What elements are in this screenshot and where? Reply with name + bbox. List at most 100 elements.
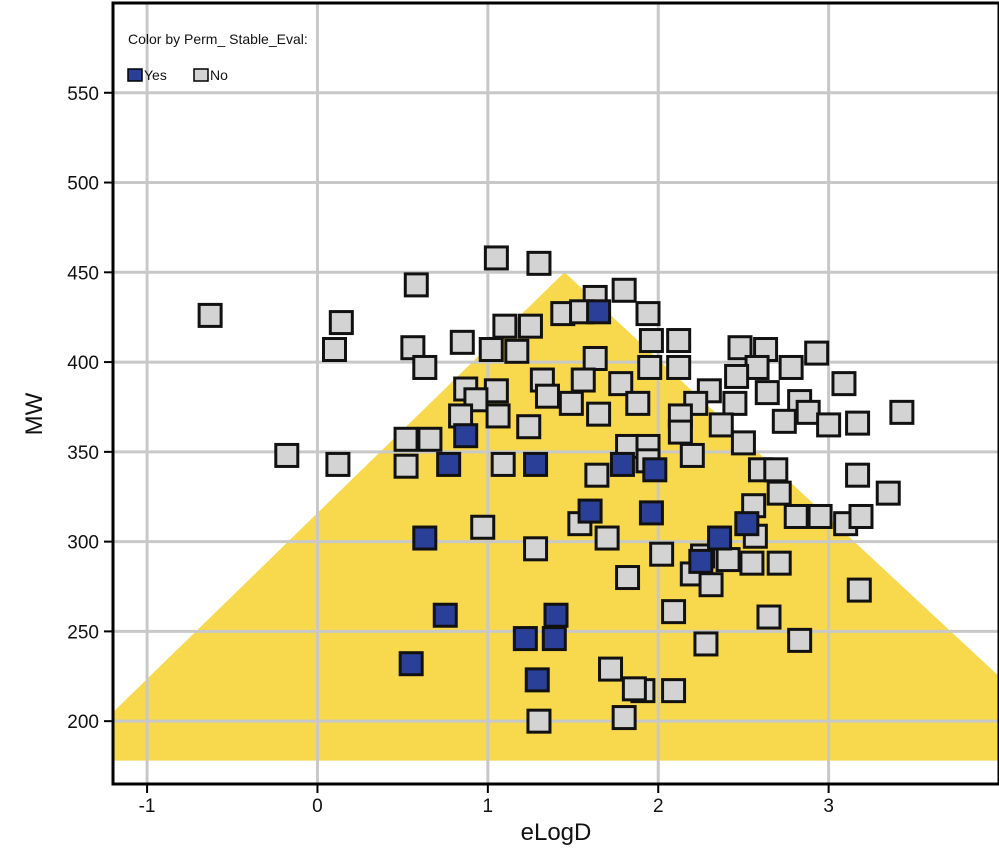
- data-point-no: [807, 503, 833, 529]
- data-point-yes: [541, 626, 567, 652]
- axis-layer: -1 0 1 2 3 200 250 300 350 400 450 500 550: [67, 84, 834, 817]
- data-point-no: [778, 354, 804, 380]
- data-point-no: [846, 577, 872, 603]
- data-point-no: [727, 335, 753, 361]
- data-point-no: [608, 371, 634, 397]
- x-tick-label: 1: [483, 796, 494, 817]
- data-point-no: [661, 678, 687, 704]
- data-point-no: [637, 354, 663, 380]
- data-point-no: [598, 656, 624, 682]
- data-point-yes: [432, 602, 458, 628]
- x-axis-title: eLogD: [521, 819, 592, 846]
- legend-title: Color by Perm_ Stable_Eval:: [128, 31, 308, 47]
- y-tick-label: 550: [67, 84, 99, 105]
- data-point-no: [625, 390, 651, 416]
- data-point-no: [516, 414, 542, 440]
- data-point-no: [570, 367, 596, 393]
- data-point-no: [449, 329, 475, 355]
- data-point-no: [848, 503, 874, 529]
- data-point-no: [586, 401, 612, 427]
- data-point-no: [635, 301, 661, 327]
- data-point-no: [889, 399, 915, 425]
- legend-label-yes: Yes: [144, 67, 167, 83]
- y-tick-label: 250: [67, 622, 99, 643]
- data-point-no: [845, 462, 871, 488]
- data-point-no: [615, 565, 641, 591]
- data-point-no: [766, 550, 792, 576]
- data-point-no: [322, 337, 347, 363]
- data-point-no: [649, 541, 675, 567]
- data-point-no: [698, 572, 724, 598]
- x-tick-label: 0: [312, 796, 323, 817]
- data-point-no: [621, 676, 647, 702]
- data-point-yes: [642, 457, 668, 483]
- points-layer: [197, 245, 915, 734]
- data-point-no: [490, 451, 516, 477]
- data-point-no: [831, 371, 857, 397]
- data-point-no: [715, 547, 741, 573]
- data-point-no: [724, 363, 750, 389]
- x-tick-label: -1: [139, 796, 156, 817]
- data-point-no: [470, 514, 496, 540]
- data-point-no: [783, 503, 809, 529]
- data-point-no: [722, 390, 748, 416]
- legend-swatch-no: [193, 68, 209, 82]
- data-point-no: [611, 277, 637, 303]
- y-tick-label: 200: [67, 712, 99, 733]
- data-point-no: [584, 462, 610, 488]
- y-tick-label: 350: [67, 443, 99, 464]
- data-point-no: [483, 245, 509, 271]
- y-tick-label: 400: [67, 353, 99, 374]
- data-point-no: [754, 380, 780, 406]
- data-point-no: [666, 354, 692, 380]
- data-point-no: [816, 412, 842, 438]
- data-point-no: [845, 410, 871, 436]
- data-point-no: [795, 399, 821, 425]
- data-point-no: [679, 442, 705, 468]
- data-point-yes: [398, 651, 424, 677]
- data-point-no: [328, 310, 354, 336]
- region-layer: [113, 272, 999, 761]
- data-point-no: [693, 631, 719, 657]
- data-point-no: [744, 354, 770, 380]
- shaded-region: [113, 272, 999, 761]
- data-point-no: [558, 390, 584, 416]
- data-point-no: [756, 604, 782, 630]
- data-point-yes: [734, 511, 760, 537]
- data-point-no: [594, 525, 620, 551]
- data-point-yes: [638, 500, 664, 526]
- data-point-no: [787, 627, 813, 653]
- data-point-no: [403, 272, 429, 298]
- data-point-no: [197, 302, 223, 328]
- data-point-no: [582, 345, 608, 371]
- data-point-no: [661, 599, 687, 625]
- data-point-no: [667, 419, 693, 445]
- data-point-yes: [707, 525, 733, 551]
- data-point-no: [393, 453, 419, 479]
- data-point-no: [666, 328, 692, 354]
- data-point-no: [478, 337, 504, 363]
- data-point-no: [875, 480, 901, 506]
- data-point-yes: [688, 548, 714, 574]
- data-point-no: [638, 328, 664, 354]
- data-point-yes: [436, 451, 462, 477]
- data-point-yes: [523, 451, 549, 477]
- data-point-no: [771, 408, 797, 434]
- data-point-yes: [453, 423, 479, 449]
- data-point-no: [485, 403, 511, 429]
- legend: Color by Perm_ Stable_Eval: Yes No: [127, 31, 308, 83]
- data-point-no: [730, 430, 756, 456]
- data-point-no: [274, 442, 300, 468]
- x-tick-label: 2: [653, 796, 664, 817]
- y-tick-label: 450: [67, 263, 99, 284]
- data-point-no: [393, 426, 419, 452]
- data-point-yes: [543, 602, 569, 628]
- data-point-no: [492, 313, 518, 339]
- data-point-no: [526, 708, 552, 734]
- data-point-no: [526, 250, 552, 276]
- x-tick-label: 3: [823, 796, 834, 817]
- data-point-no: [417, 426, 443, 452]
- data-point-no: [739, 550, 765, 576]
- data-point-no: [325, 451, 351, 477]
